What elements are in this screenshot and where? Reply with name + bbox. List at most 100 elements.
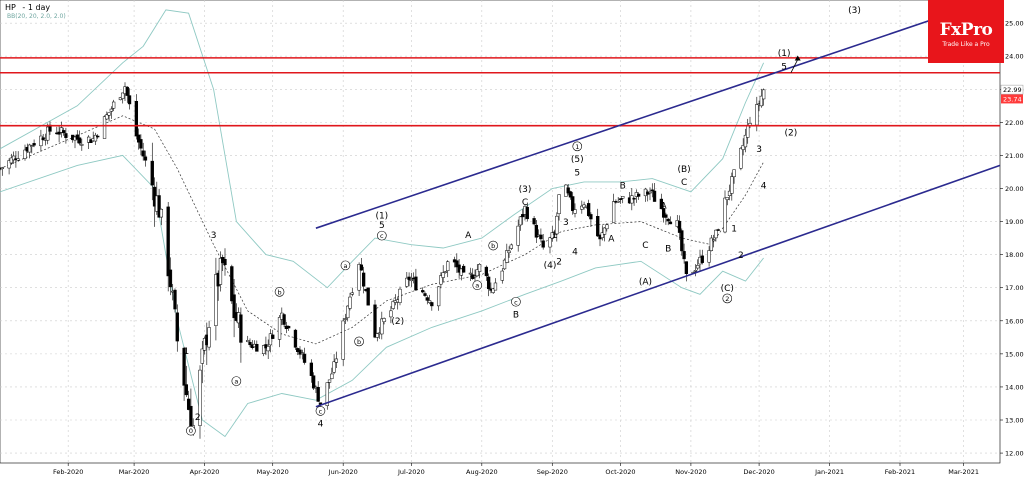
candle-body — [373, 304, 377, 338]
candle-body — [518, 216, 523, 226]
candle-body — [668, 221, 673, 225]
candle-body — [366, 287, 370, 306]
candle-body — [446, 261, 450, 271]
candle-body — [57, 131, 61, 135]
candle-body — [696, 265, 700, 269]
projection-arrowhead — [794, 55, 801, 61]
wave-label: (C) — [721, 284, 734, 294]
y-tick-label: 17.00 — [1005, 284, 1024, 292]
y-tick-label: 20.00 — [1005, 185, 1024, 193]
y-tick-label: 12.00 — [1005, 450, 1024, 458]
bollinger-middle-line — [0, 115, 764, 345]
candle-body — [491, 288, 495, 293]
candle-body — [341, 320, 345, 360]
candle-body — [27, 144, 32, 153]
candle-body — [507, 250, 511, 253]
y-tick-label: 15.00 — [1005, 350, 1024, 358]
candle-body — [121, 92, 125, 99]
candle-body — [391, 301, 395, 309]
candle-body — [423, 293, 427, 296]
candle-body — [716, 229, 720, 231]
candle-body — [441, 272, 445, 278]
candle-body — [348, 296, 352, 309]
candle-body — [39, 135, 43, 147]
wave-label-circle — [354, 336, 364, 347]
candle-body — [32, 143, 36, 146]
wave-label: (3) — [519, 185, 532, 195]
candle-body — [664, 214, 668, 218]
wave-label: (A) — [639, 277, 652, 287]
candle-body — [105, 114, 109, 120]
candle-body — [102, 116, 107, 139]
candle-body — [189, 405, 193, 429]
candle-body — [248, 342, 252, 346]
candle-body — [59, 127, 64, 133]
y-tick-label: 18.00 — [1005, 251, 1024, 259]
candle-body — [173, 289, 177, 310]
candle-body — [357, 264, 361, 291]
candle-body — [550, 232, 554, 239]
wave-label: b — [277, 288, 281, 296]
candle-body — [502, 259, 507, 270]
wave-label: (1) — [375, 211, 388, 221]
candle-body — [125, 86, 129, 96]
candle-body — [611, 201, 616, 223]
candle-body — [11, 155, 16, 161]
candle-body — [666, 218, 670, 222]
candle-body — [759, 95, 764, 107]
candle-body — [661, 208, 666, 218]
candle-body — [532, 218, 536, 225]
candle-body — [648, 191, 652, 194]
candle-body — [77, 137, 82, 144]
candle-body — [621, 196, 625, 199]
candle-body — [96, 135, 100, 138]
candle-body — [707, 250, 711, 263]
candle-body — [493, 282, 498, 291]
x-tick-label: Dec-2020 — [743, 468, 774, 476]
wave-label: (4) — [544, 261, 557, 271]
candle-body — [389, 310, 393, 318]
candle-body — [157, 195, 161, 218]
candle-body — [723, 197, 727, 233]
candle-body — [589, 214, 593, 220]
candle-body — [223, 259, 227, 266]
wave-label-circle — [186, 425, 196, 436]
candle-body — [359, 264, 364, 271]
wave-label: 2 — [738, 251, 744, 261]
candle-body — [618, 198, 623, 200]
wave-label: 1 — [183, 347, 189, 357]
brand-name: FxPro — [939, 20, 993, 40]
wave-label: 2 — [725, 295, 729, 303]
wave-label: (5) — [571, 155, 584, 165]
candle-body — [80, 144, 84, 146]
candle-body — [139, 139, 143, 149]
wave-label: b — [491, 242, 495, 250]
candle-body — [64, 133, 68, 138]
candles — [0, 82, 766, 439]
candle-body — [461, 265, 466, 273]
y-tick-label: 19.00 — [1005, 218, 1024, 226]
candle-body — [268, 333, 273, 346]
wave-label: a — [234, 378, 238, 386]
candle-body — [586, 203, 591, 216]
candle-body — [616, 200, 620, 203]
candle-body — [175, 312, 179, 342]
candle-body — [427, 300, 432, 303]
candle-body — [505, 250, 509, 263]
candle-body — [380, 318, 384, 335]
candle-body — [439, 275, 443, 285]
candle-body — [484, 266, 489, 277]
candle-body — [632, 197, 636, 200]
timeframe-text: - 1 day — [22, 3, 51, 12]
candle-body — [327, 379, 332, 383]
wave-label: C — [522, 198, 528, 208]
x-tick-label: May-2020 — [257, 468, 289, 476]
candle-body — [239, 314, 243, 343]
x-tick-label: Feb-2021 — [885, 468, 915, 476]
candle-body — [266, 346, 270, 352]
wave-label: 4 — [761, 182, 767, 192]
candle-body — [711, 239, 716, 242]
candle-body — [261, 345, 266, 354]
candle-body — [343, 318, 348, 320]
